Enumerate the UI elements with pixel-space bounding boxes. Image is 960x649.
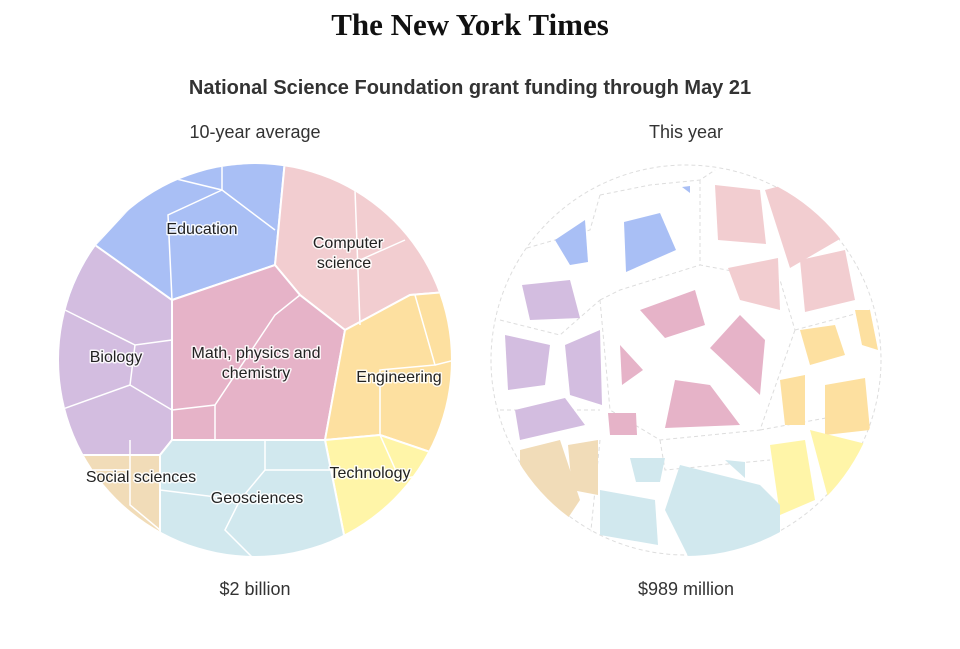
cell-border	[167, 189, 223, 301]
cell-border	[224, 499, 256, 556]
cell-patch	[855, 310, 878, 350]
label: Math, physics and	[192, 345, 321, 362]
cell-patch	[630, 458, 665, 482]
label: Geosciences	[211, 490, 304, 507]
cell-patch	[624, 213, 676, 272]
cell-geosciences	[159, 439, 347, 556]
cell-patch	[522, 280, 580, 320]
right-treemap	[490, 164, 882, 556]
cell-patch	[665, 380, 740, 428]
gap	[659, 439, 771, 471]
label: Computer	[313, 235, 384, 252]
gap	[519, 194, 601, 251]
cell-border	[434, 359, 451, 366]
panel-heading: 10-year average	[189, 122, 320, 142]
label: science	[317, 255, 371, 272]
gap	[599, 264, 701, 301]
gap	[599, 169, 716, 196]
cell-patch	[810, 430, 870, 505]
cell-patch	[505, 335, 550, 390]
outline	[490, 164, 882, 556]
cell-patch	[640, 290, 705, 338]
label: Engineering	[356, 369, 441, 386]
chart-title: National Science Foundation grant fundin…	[189, 77, 751, 99]
cell-patch	[665, 465, 780, 556]
cell-border	[354, 189, 361, 326]
cell-patch	[568, 440, 598, 495]
cell-patch	[770, 440, 815, 515]
cell-patch	[515, 398, 585, 440]
left-labels: Education Computer science Biology Math,…	[84, 220, 443, 509]
cell-patch	[800, 325, 845, 365]
cell-patch	[682, 186, 690, 193]
cell-patch	[620, 345, 643, 385]
label: Technology	[330, 465, 411, 482]
cell-patch	[710, 315, 765, 395]
cell-technology	[323, 433, 451, 556]
cell-border	[159, 440, 266, 501]
cell-patch	[728, 258, 780, 310]
label: chemistry	[222, 365, 290, 382]
panel-heading: This year	[649, 122, 723, 142]
cell-patch	[725, 460, 745, 478]
cell-patch	[825, 378, 870, 435]
cell-border	[379, 294, 436, 435]
label: Education	[166, 221, 237, 238]
logo[interactable]: The New York Times	[331, 7, 609, 42]
cell-patch	[800, 250, 855, 312]
cell-patch	[765, 178, 852, 268]
cell-patch	[608, 413, 637, 435]
total: $2 billion	[219, 579, 290, 599]
label: Biology	[90, 349, 142, 366]
cell-patch	[555, 220, 588, 265]
label: Social sciences	[86, 469, 196, 486]
cell-border	[59, 384, 131, 411]
cell-patch	[565, 330, 602, 405]
cell-patch	[780, 375, 805, 425]
cell-border	[359, 239, 406, 261]
cell-border	[171, 294, 301, 411]
gap	[699, 180, 796, 331]
cell-patch	[715, 185, 766, 244]
cell-border	[129, 440, 161, 531]
total: $989 million	[638, 579, 734, 599]
cell-patch	[600, 490, 658, 545]
